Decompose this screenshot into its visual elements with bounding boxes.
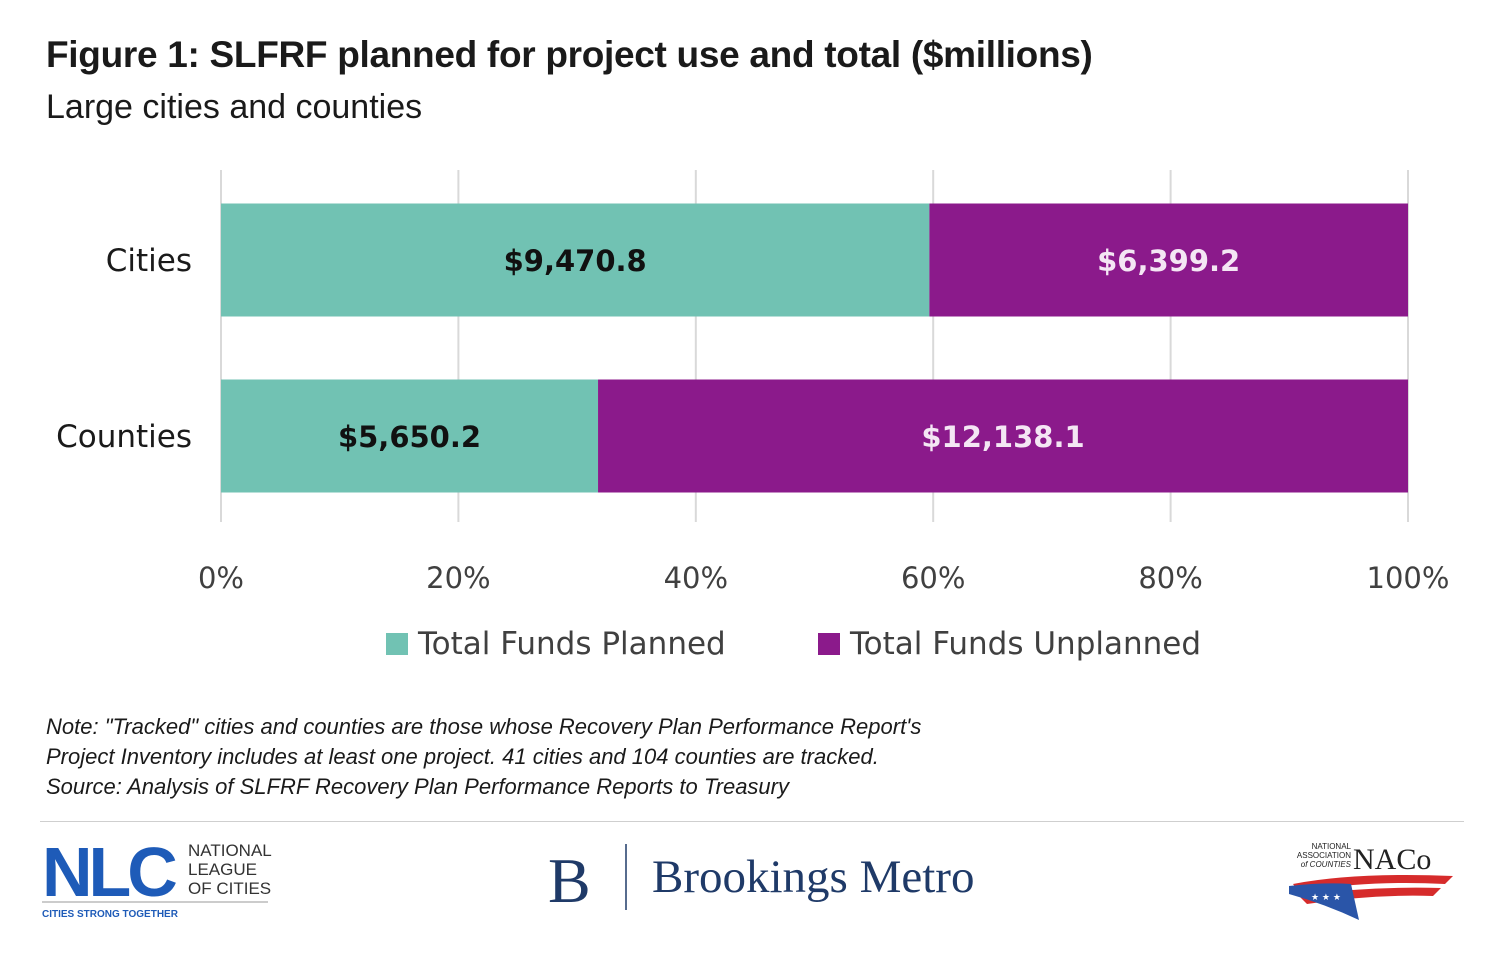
x-tick-label: 0% xyxy=(198,561,244,595)
x-tick-label: 20% xyxy=(426,561,490,595)
naco-flag-field xyxy=(1289,883,1359,920)
brookings-metro-logo: B Brookings Metro xyxy=(548,844,974,914)
x-tick-label: 60% xyxy=(901,561,965,595)
bar-segment xyxy=(929,203,1408,317)
y-axis-categories: Cities Counties xyxy=(56,243,192,455)
bar-segment xyxy=(221,379,599,493)
nlc-logo-line2: LEAGUE xyxy=(188,860,257,879)
nlc-logo-line1: NATIONAL xyxy=(188,841,272,860)
x-axis-ticks: 0% 20% 40% 60% 80% 100% xyxy=(198,561,1449,595)
nlc-logo-mark: NLC xyxy=(42,836,176,911)
bar-value-label: $5,650.2 xyxy=(338,420,481,454)
legend-swatch xyxy=(386,633,408,655)
legend: Total Funds Planned Total Funds Unplanned xyxy=(386,626,1201,662)
footnote-line: Note: "Tracked" cities and counties are … xyxy=(46,714,922,739)
naco-logo-line2: ASSOCIATION xyxy=(1297,851,1351,860)
bar-value-label: $9,470.8 xyxy=(504,244,647,278)
bar-value-label: $12,138.1 xyxy=(921,420,1084,454)
nlc-logo: NLC NATIONAL LEAGUE OF CITIES CITIES STR… xyxy=(42,836,272,920)
naco-logo: NATIONAL ASSOCIATION of COUNTIES NACo ★ … xyxy=(1289,842,1453,920)
legend-label: Total Funds Unplanned xyxy=(849,626,1201,662)
naco-logo-mark: NACo xyxy=(1353,843,1431,876)
naco-logo-line3: of COUNTIES xyxy=(1301,860,1352,869)
x-tick-label: 100% xyxy=(1367,561,1450,595)
stacked-bar-chart: $9,470.8 $6,399.2 $5,650.2 $12,138.1 0% 20% 4… xyxy=(56,170,1449,662)
footnote-line: Project Inventory includes at least one … xyxy=(46,744,879,769)
naco-flag-stripe xyxy=(1293,875,1453,892)
x-tick-label: 80% xyxy=(1138,561,1202,595)
naco-flag-stars: ★ ★ ★ xyxy=(1311,893,1341,903)
brookings-logo-name: Brookings Metro xyxy=(652,851,974,903)
y-category-label: Cities xyxy=(106,243,192,279)
legend-label: Total Funds Planned xyxy=(417,626,726,662)
x-tick-label: 40% xyxy=(664,561,728,595)
nlc-logo-line3: OF CITIES xyxy=(188,879,271,898)
bar-segment xyxy=(598,379,1408,493)
footnotes: Note: "Tracked" cities and counties are … xyxy=(46,712,921,802)
nlc-logo-tagline: CITIES STRONG TOGETHER xyxy=(42,909,179,920)
bar-value-label: $6,399.2 xyxy=(1097,244,1240,278)
brookings-logo-mark: B xyxy=(548,845,591,914)
footnote-line: Source: Analysis of SLFRF Recovery Plan … xyxy=(46,774,789,799)
footer-divider xyxy=(40,821,1464,822)
bar-segment xyxy=(221,203,930,317)
bars: $9,470.8 $6,399.2 $5,650.2 $12,138.1 xyxy=(221,203,1408,493)
legend-swatch xyxy=(818,633,840,655)
y-category-label: Counties xyxy=(56,419,192,455)
naco-logo-line1: NATIONAL xyxy=(1312,842,1352,851)
chart-subtitle: Large cities and counties xyxy=(46,88,423,126)
chart-title: Figure 1: SLFRF planned for project use … xyxy=(46,34,1093,75)
